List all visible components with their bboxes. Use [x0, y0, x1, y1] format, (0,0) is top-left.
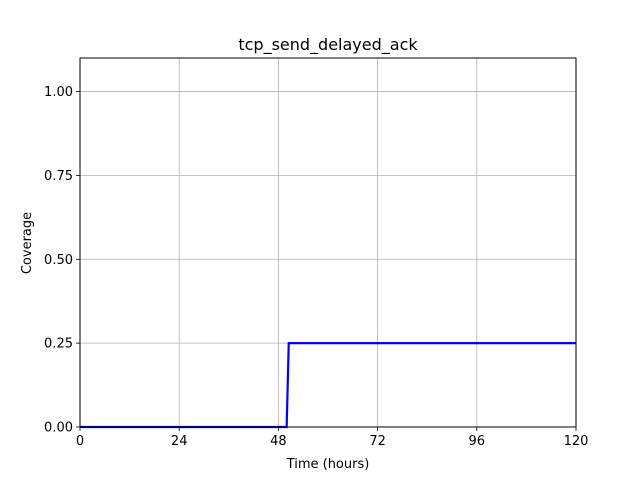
y-tick-label: 0.25 — [44, 337, 73, 352]
x-tick-label: 120 — [564, 434, 589, 449]
x-tick-label: 0 — [76, 434, 84, 449]
y-axis-label: Coverage — [20, 212, 35, 274]
x-tick-label: 72 — [369, 434, 386, 449]
y-tick-label: 0.75 — [44, 169, 73, 184]
y-tick-label: 1.00 — [44, 85, 73, 100]
y-tick-label: 0.50 — [44, 253, 73, 268]
chart-title: tcp_send_delayed_ack — [238, 35, 418, 55]
x-tick-label: 96 — [469, 434, 486, 449]
x-tick-label: 48 — [270, 434, 287, 449]
y-axis-ticks: 0.00 0.25 0.50 0.75 1.00 — [44, 85, 80, 436]
y-tick-label: 0.00 — [44, 421, 73, 436]
plot-frame — [79, 57, 577, 428]
x-axis-label: Time (hours) — [286, 457, 370, 472]
x-axis-ticks: 0 24 48 72 96 120 — [76, 427, 589, 449]
x-tick-label: 24 — [171, 434, 188, 449]
